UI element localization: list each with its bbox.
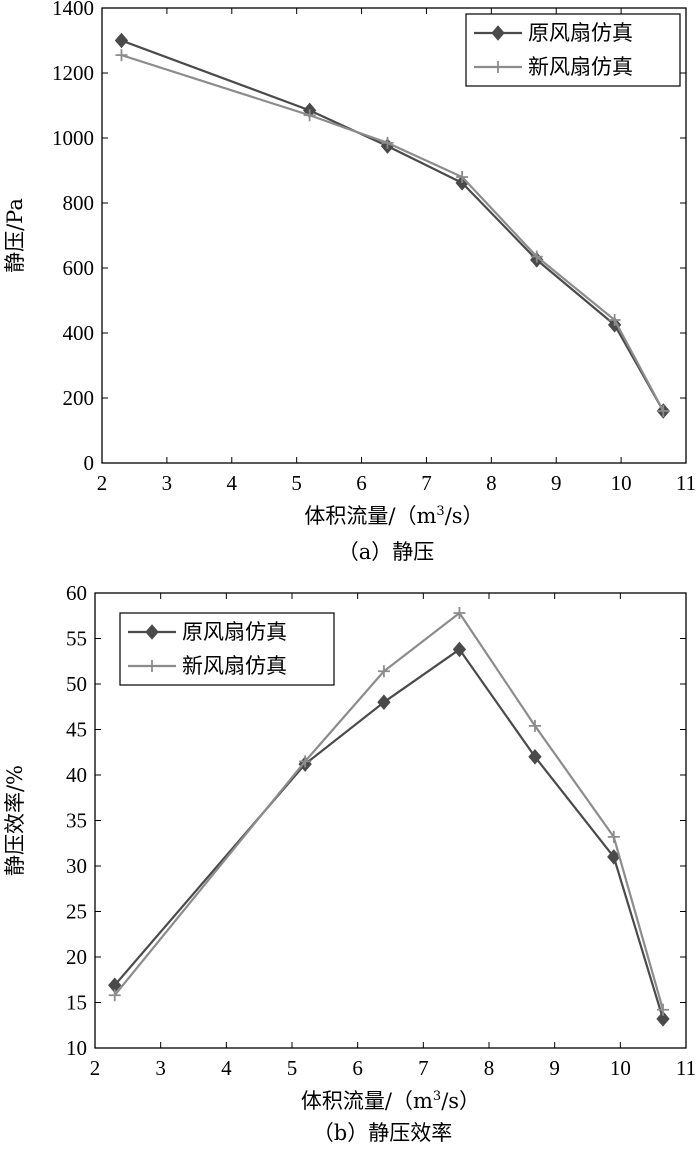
chart2-legend-box bbox=[119, 612, 335, 686]
chart1-series2-point bbox=[657, 405, 670, 417]
chart1-x-tick-label: 4 bbox=[227, 471, 238, 495]
chart2-series2-point bbox=[607, 830, 620, 843]
chart1-x-tick-label: 3 bbox=[162, 471, 173, 495]
chart2-x-tick-label: 7 bbox=[418, 1056, 429, 1080]
chart1-y-tick-label: 0 bbox=[84, 451, 95, 475]
chart1-legend-box bbox=[465, 13, 681, 87]
chart2-series2-point bbox=[299, 755, 312, 768]
chart1-x-tick-label: 5 bbox=[291, 471, 302, 495]
chart1-legend-label: 原风扇仿真 bbox=[528, 21, 633, 45]
chart-static-pressure-efficiency: 2 3 4 5 6 7 8 9 10 111015202530354045505560静压效率/%… bbox=[3, 581, 696, 1145]
chart2-y-tick-label: 10 bbox=[66, 1036, 87, 1060]
chart1-y-tick-label: 600 bbox=[63, 256, 95, 280]
chart2-y-tick-label: 60 bbox=[66, 581, 87, 605]
chart2-series2-point bbox=[657, 1003, 670, 1016]
chart1-y-tick-label: 1000 bbox=[52, 126, 94, 150]
chart1-series1-point bbox=[114, 32, 129, 49]
chart1-series2-point bbox=[115, 49, 128, 62]
chart1-series2-point bbox=[381, 136, 394, 149]
chart2-series2-point bbox=[108, 989, 121, 1002]
chart1-legend-marker bbox=[491, 25, 505, 41]
chart2-series2-point bbox=[528, 719, 541, 732]
chart2-series1-point bbox=[528, 749, 542, 765]
chart1-y-axis-title: 静压/Pa bbox=[3, 198, 27, 273]
chart2-x-axis-title: 体积流量/（m3/s） bbox=[301, 1089, 480, 1113]
chart1-x-tick-label: 8 bbox=[486, 471, 497, 495]
chart2-x-tick-label: 4 bbox=[221, 1056, 232, 1080]
chart2-y-tick-label: 25 bbox=[66, 900, 87, 924]
chart2-y-tick-label: 30 bbox=[66, 854, 87, 878]
chart2-series1-point bbox=[377, 694, 391, 710]
chart2-x-tick-label: 10 bbox=[610, 1056, 631, 1080]
chart2-series1-point bbox=[656, 1011, 670, 1027]
chart2-series1-line bbox=[113, 648, 665, 1020]
chart2-y-tick-label: 45 bbox=[66, 718, 87, 742]
chart2-y-axis-title: 静压效率/% bbox=[3, 765, 27, 876]
chart2-x-tick-label: 5 bbox=[287, 1056, 298, 1080]
chart1-caption: （a）静压 bbox=[338, 540, 435, 564]
chart1-series1-line bbox=[121, 39, 665, 412]
chart2-legend-marker bbox=[145, 624, 159, 640]
chart2-y-tick-label: 20 bbox=[66, 945, 87, 969]
chart2-x-tick-label: 3 bbox=[155, 1056, 166, 1080]
chart2-legend-label: 原风扇仿真 bbox=[182, 620, 287, 644]
chart1-series2-point bbox=[608, 314, 621, 326]
chart2-legend-marker bbox=[146, 660, 158, 672]
chart1-x-tick-label: 7 bbox=[421, 471, 432, 495]
chart2-series1-point bbox=[452, 641, 467, 658]
chart1-series2-point bbox=[303, 109, 316, 122]
chart2-y-tick-label: 40 bbox=[66, 763, 87, 787]
chart2-y-tick-label: 50 bbox=[66, 672, 87, 696]
chart2-series2-point bbox=[453, 607, 466, 620]
chart2-x-tick-label: 2 bbox=[90, 1056, 101, 1080]
chart1-y-tick-label: 1400 bbox=[52, 0, 94, 20]
chart1-legend-marker bbox=[492, 61, 504, 73]
chart1-x-tick-label: 11 bbox=[676, 471, 696, 495]
chart1-y-tick-label: 200 bbox=[63, 386, 95, 410]
chart2-y-tick-label: 15 bbox=[66, 991, 87, 1015]
chart1-y-tick-label: 1200 bbox=[52, 61, 94, 85]
chart2-y-tick-label: 55 bbox=[66, 627, 87, 651]
chart2-x-tick-label: 6 bbox=[352, 1056, 363, 1080]
chart1-y-tick-label: 800 bbox=[63, 191, 95, 215]
chart2-series2-point bbox=[377, 665, 390, 678]
chart1-legend-label: 新风扇仿真 bbox=[528, 55, 633, 79]
chart1-y-tick-label: 400 bbox=[63, 321, 95, 345]
chart1-x-tick-label: 10 bbox=[611, 471, 632, 495]
chart2-x-tick-label: 9 bbox=[549, 1056, 560, 1080]
chart1-x-axis-title: 体积流量/（m3/s） bbox=[304, 504, 483, 528]
chart1-series2-line bbox=[121, 54, 665, 412]
chart-static-pressure: 2 3 4 5 6 7 8 9 10 11 0 200 400 600 800 1000 1200 1400 静压/… bbox=[3, 0, 696, 564]
chart1-series2-point bbox=[456, 171, 469, 183]
chart1-x-tick-label: 2 bbox=[97, 471, 108, 495]
chart2-caption: （b）静压效率 bbox=[313, 1121, 452, 1145]
chart2-y-tick-label: 35 bbox=[66, 809, 87, 833]
chart2-legend-label: 新风扇仿真 bbox=[182, 654, 287, 678]
chart1-x-tick-label: 9 bbox=[551, 471, 562, 495]
chart1-x-tick-label: 6 bbox=[356, 471, 367, 495]
chart1-plot-frame bbox=[101, 7, 687, 464]
chart2-x-tick-label: 11 bbox=[676, 1056, 696, 1080]
chart1-series2-point bbox=[530, 250, 543, 263]
chart2-x-tick-label: 8 bbox=[484, 1056, 495, 1080]
